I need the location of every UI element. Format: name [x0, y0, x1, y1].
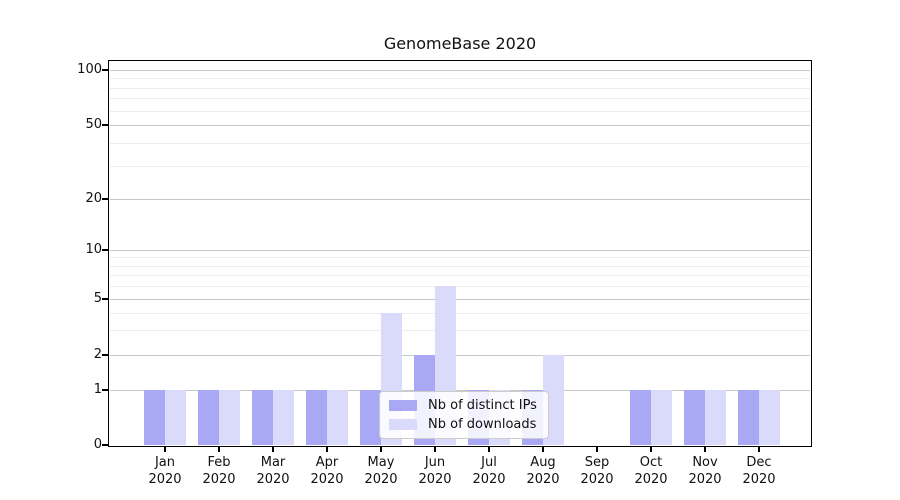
plot-border	[108, 60, 812, 447]
legend-label-distinct-ips: Nb of distinct IPs	[428, 398, 537, 413]
bar-distinct-ips	[252, 390, 273, 445]
minor-gridline	[110, 312, 810, 314]
x-tick-mark	[326, 447, 328, 452]
y-tick-mark	[102, 354, 108, 356]
chart-title: GenomeBase 2020	[383, 34, 537, 53]
minor-gridline	[110, 275, 810, 277]
y-tick-label: 10	[85, 242, 102, 257]
legend-swatch-distinct-ips	[389, 400, 417, 411]
y-tick-mark	[102, 249, 108, 251]
y-tick-label: 100	[77, 62, 102, 78]
minor-gridline	[110, 257, 810, 259]
bar-distinct-ips	[684, 390, 705, 445]
minor-gridline	[110, 87, 810, 89]
y-tick-label: 5	[93, 291, 102, 306]
bar-downloads	[327, 390, 348, 445]
y-tick-mark	[102, 444, 108, 446]
bar-distinct-ips	[360, 390, 381, 445]
bar-distinct-ips	[306, 390, 327, 445]
legend-entry-distinct-ips: Nb of distinct IPs	[389, 398, 537, 413]
x-tick-label: May 2020	[364, 455, 398, 487]
minor-gridline	[110, 330, 810, 332]
x-tick-label: Mar 2020	[256, 455, 290, 487]
x-tick-mark	[542, 447, 544, 452]
x-tick-label: Jul 2020	[472, 455, 506, 487]
bar-distinct-ips	[738, 390, 759, 445]
x-tick-mark	[218, 447, 220, 452]
bar-downloads	[273, 390, 294, 445]
minor-gridline	[110, 265, 810, 267]
x-tick-label: Nov 2020	[688, 455, 722, 487]
x-tick-mark	[164, 447, 166, 452]
y-tick-mark	[102, 198, 108, 200]
major-gridline	[110, 198, 810, 200]
minor-gridline	[110, 98, 810, 100]
bar-downloads	[705, 390, 726, 445]
major-gridline	[110, 125, 810, 126]
y-tick-label: 20	[85, 190, 102, 206]
major-gridline	[110, 299, 810, 300]
x-tick-label: Sep 2020	[580, 455, 614, 487]
x-tick-mark	[272, 447, 274, 452]
x-tick-label: Dec 2020	[742, 455, 776, 487]
x-tick-mark	[758, 447, 760, 452]
legend-label-downloads: Nb of downloads	[428, 417, 537, 432]
x-tick-mark	[488, 447, 490, 452]
x-tick-mark	[434, 447, 436, 452]
minor-gridline	[110, 110, 810, 112]
legend-entry-downloads: Nb of downloads	[389, 417, 537, 432]
x-tick-label: Aug 2020	[526, 455, 560, 487]
y-tick-mark	[102, 298, 108, 300]
y-tick-label: 1	[93, 382, 102, 397]
x-tick-label: Apr 2020	[310, 455, 344, 487]
x-tick-mark	[704, 447, 706, 452]
x-tick-label: Feb 2020	[202, 455, 236, 487]
minor-gridline	[110, 286, 810, 288]
minor-gridline	[110, 143, 810, 145]
legend-swatch-downloads	[389, 419, 417, 430]
x-tick-label: Jan 2020	[148, 455, 182, 487]
bar-downloads	[219, 390, 240, 445]
bar-downloads	[165, 390, 186, 445]
y-tick-mark	[102, 124, 108, 126]
x-tick-mark	[380, 447, 382, 452]
y-tick-mark	[102, 69, 108, 71]
major-gridline	[110, 70, 810, 71]
y-tick-label: 50	[85, 117, 102, 132]
y-tick-label: 2	[93, 346, 102, 362]
major-gridline	[110, 390, 810, 391]
major-gridline	[110, 354, 810, 356]
bar-distinct-ips	[198, 390, 219, 445]
minor-gridline	[110, 166, 810, 168]
x-tick-mark	[650, 447, 652, 452]
bar-distinct-ips	[144, 390, 165, 445]
major-gridline	[110, 250, 810, 251]
x-tick-mark	[596, 447, 598, 452]
bar-downloads	[759, 390, 780, 445]
minor-gridline	[110, 78, 810, 80]
y-tick-label: 0	[93, 437, 102, 452]
bar-distinct-ips	[630, 390, 651, 445]
x-tick-label: Oct 2020	[634, 455, 668, 487]
plot-area: Nb of distinct IPs Nb of downloads 0 1 2 5 1…	[77, 60, 812, 487]
legend: Nb of distinct IPs Nb of downloads	[379, 391, 549, 439]
x-tick-label: Jun 2020	[418, 455, 452, 487]
bar-downloads	[651, 390, 672, 445]
y-tick-mark	[102, 389, 108, 391]
